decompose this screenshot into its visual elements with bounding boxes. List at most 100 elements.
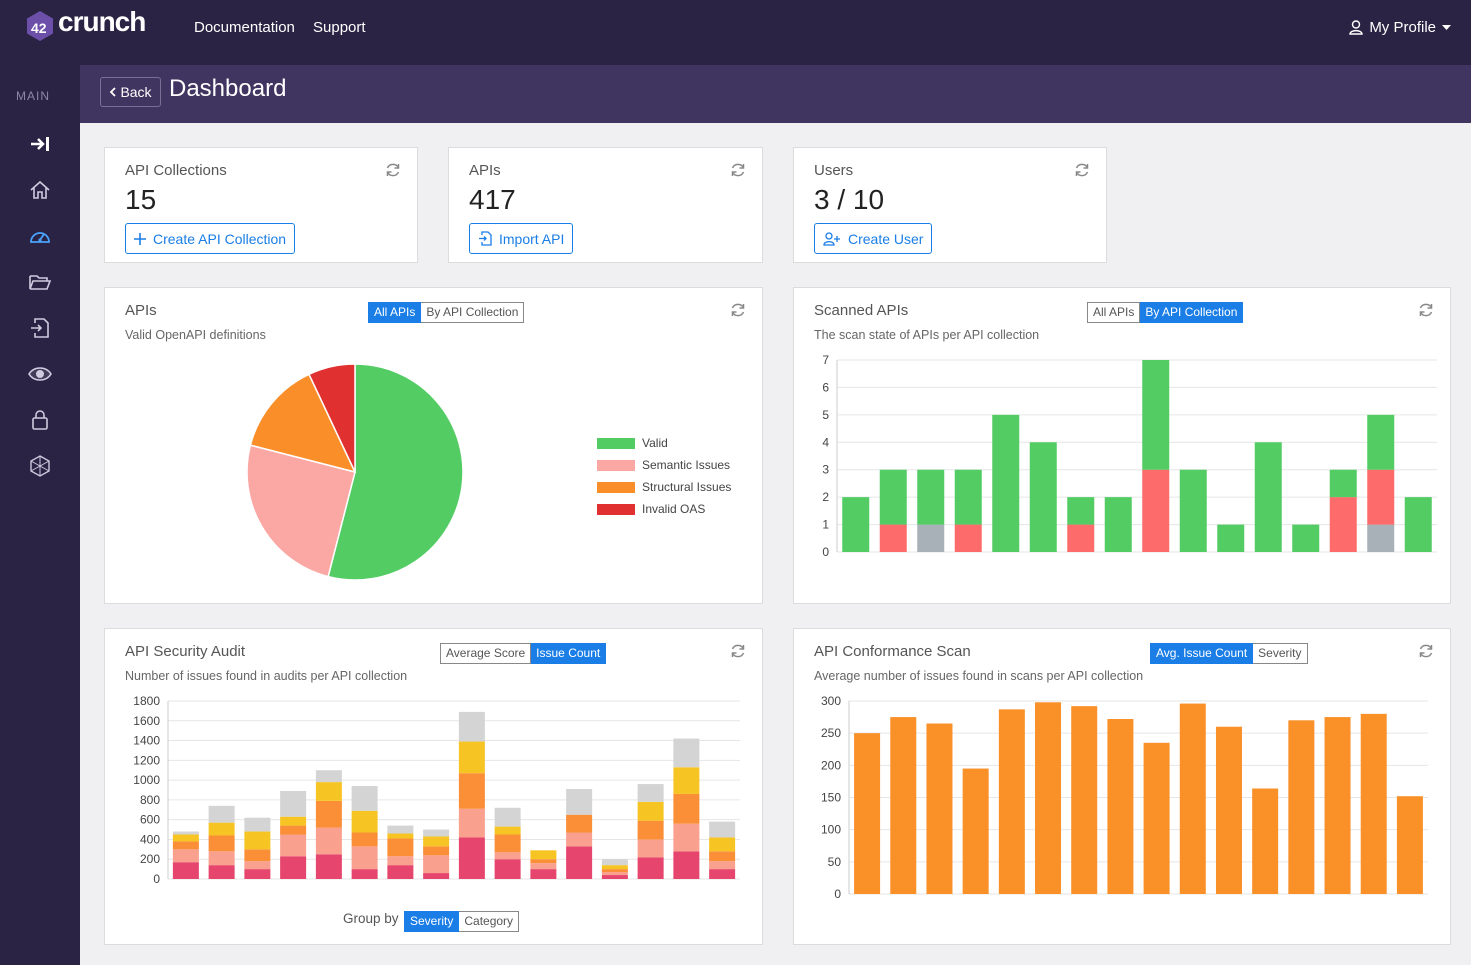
bar-segment — [601, 872, 628, 876]
pie-slice — [308, 363, 356, 473]
bar-segment — [566, 789, 593, 815]
refresh-icon[interactable] — [1418, 643, 1434, 659]
toggle-avg-issue-count[interactable]: Avg. Issue Count — [1150, 643, 1254, 664]
toggle-by-api-collection[interactable]: By API Collection — [421, 302, 525, 323]
y-tick-label: 250 — [821, 726, 841, 740]
bar-segment — [280, 834, 307, 857]
bar-segment — [709, 837, 736, 852]
y-tick-label: 800 — [140, 793, 160, 807]
bar-segment — [315, 854, 342, 879]
bar-segment — [423, 855, 450, 874]
profile-menu[interactable]: My Profile — [1349, 19, 1451, 36]
logo[interactable]: 42 — [26, 9, 146, 49]
back-button[interactable]: Back — [100, 77, 161, 107]
bar-segment — [1142, 360, 1170, 470]
network-icon[interactable] — [26, 452, 54, 480]
bar-segment — [530, 850, 557, 860]
bar-segment — [244, 849, 271, 862]
bar-segment — [280, 816, 307, 826]
toggle-average-score[interactable]: Average Score — [440, 643, 532, 664]
bar-segment — [1367, 469, 1395, 525]
y-tick-label: 1 — [822, 518, 829, 532]
button-label: Create User — [848, 230, 924, 247]
nav-support-link[interactable]: Support — [313, 19, 366, 36]
stat-card-apis: APIs 417 Import API — [448, 147, 763, 263]
toggle-all-apis[interactable]: All APIs — [368, 302, 422, 323]
import-api-button[interactable]: Import API — [469, 223, 574, 254]
bar-segment — [1367, 414, 1395, 470]
y-tick-label: 0 — [822, 545, 829, 559]
bar-segment — [1367, 524, 1395, 552]
bar-segment — [601, 875, 628, 879]
refresh-icon[interactable] — [385, 162, 401, 178]
legend-swatch — [597, 503, 635, 515]
bar-segment — [494, 859, 521, 879]
stat-title: APIs — [469, 162, 501, 179]
bar-segment — [387, 838, 414, 857]
bar-segment — [601, 869, 628, 873]
y-tick-label: 50 — [828, 855, 842, 869]
logo-prefix: 42 — [31, 20, 47, 36]
bar-segment — [709, 869, 736, 879]
eye-icon[interactable] — [26, 360, 54, 388]
folder-icon[interactable] — [26, 268, 54, 296]
create-user-button[interactable]: Create User — [814, 223, 933, 254]
y-tick-label: 100 — [821, 823, 841, 837]
dashboard-icon[interactable] — [26, 222, 54, 250]
profile-label: My Profile — [1369, 19, 1436, 36]
bar-segment — [917, 469, 945, 525]
back-label: Back — [120, 84, 152, 100]
bar-segment — [423, 873, 450, 879]
refresh-icon[interactable] — [730, 162, 746, 178]
y-tick-label: 1000 — [133, 773, 160, 787]
stat-card-users: Users 3 / 10 Create User — [793, 147, 1107, 263]
bar-segment — [530, 859, 557, 864]
import-icon[interactable] — [26, 314, 54, 342]
group-by-category[interactable]: Category — [459, 911, 520, 932]
panel-title: Scanned APIs — [814, 302, 909, 319]
bar-segment — [1029, 442, 1057, 552]
bar-segment — [208, 822, 235, 836]
bar-segment — [1217, 524, 1245, 552]
bar-segment — [208, 835, 235, 852]
refresh-icon[interactable] — [730, 643, 746, 659]
home-icon[interactable] — [26, 176, 54, 204]
legend-swatch — [597, 459, 635, 471]
y-tick-label: 7 — [822, 353, 829, 367]
bar-segment — [494, 826, 521, 835]
refresh-icon[interactable] — [1074, 162, 1090, 178]
stat-title: API Collections — [125, 162, 227, 179]
bar-segment — [315, 770, 342, 783]
nav-documentation-link[interactable]: Documentation — [194, 19, 295, 36]
sign-in-icon[interactable] — [26, 130, 54, 158]
toggle-by-api-collection[interactable]: By API Collection — [1140, 302, 1244, 323]
panel-subtitle: Average number of issues found in scans … — [814, 669, 1144, 683]
caret-down-icon — [1442, 24, 1451, 30]
audit-chart: 0 200 400 600 800 1000 1200 1400 1600 1800 — [133, 694, 740, 886]
bar-segment — [315, 827, 342, 855]
logo-text[interactable]: crunch — [58, 6, 146, 37]
bar-segment — [351, 810, 378, 833]
scanned-apis-panel: Scanned APIs The scan state of APIs per … — [793, 287, 1451, 604]
legend-swatch — [597, 481, 635, 493]
toggle-all-apis[interactable]: All APIs — [1087, 302, 1141, 323]
legend-label: Invalid OAS — [642, 502, 706, 516]
lock-icon[interactable] — [26, 406, 54, 434]
y-tick-label: 400 — [140, 832, 160, 846]
toggle-issue-count[interactable]: Issue Count — [531, 643, 607, 664]
toggle-severity[interactable]: Severity — [1253, 643, 1308, 664]
page-title: Dashboard — [169, 75, 287, 102]
bar-segment — [280, 825, 307, 835]
bar — [1396, 796, 1423, 894]
apis-view-toggle: All APIs By API Collection — [368, 302, 525, 323]
conformance-view-toggle: Avg. Issue Count Severity — [1150, 643, 1308, 664]
bar-segment — [494, 852, 521, 860]
refresh-icon[interactable] — [1418, 302, 1434, 318]
bar-segment — [530, 869, 557, 879]
refresh-icon[interactable] — [730, 302, 746, 318]
stat-card-api-collections: API Collections 15 Create API Collection — [104, 147, 418, 263]
bar-segment — [879, 524, 907, 552]
stat-title: Users — [814, 162, 854, 179]
group-by-severity[interactable]: Severity — [404, 911, 460, 932]
create-api-collection-button[interactable]: Create API Collection — [125, 223, 296, 254]
